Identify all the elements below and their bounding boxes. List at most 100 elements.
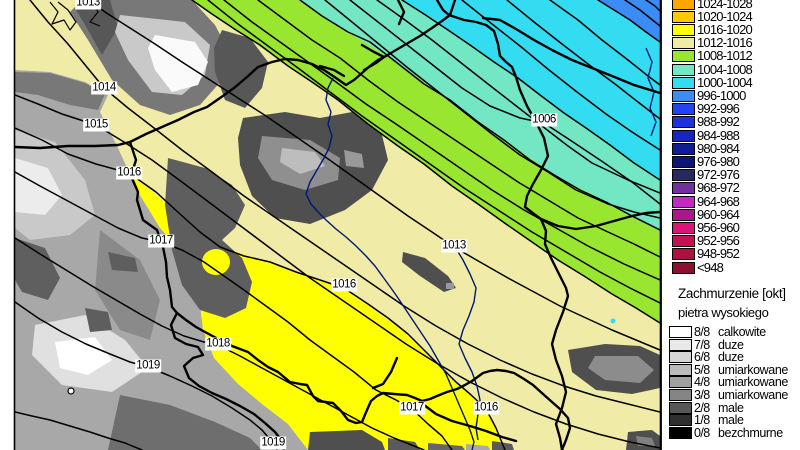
pressure-legend-row: 964-968: [672, 193, 740, 209]
pressure-color-swatch: [672, 142, 695, 155]
pressure-range-label: 948-952: [697, 246, 740, 262]
pressure-legend-row: 988-992: [672, 114, 740, 130]
pressure-legend-row: 1020-1024: [672, 8, 753, 24]
pressure-color-swatch: [672, 129, 695, 142]
pressure-range-label: 968-972: [697, 180, 740, 196]
pressure-range-label: 992-996: [697, 101, 740, 117]
pressure-legend-row: 992-996: [672, 101, 740, 117]
cloud-amount-label: male: [718, 413, 744, 428]
pressure-range-label: 988-992: [697, 114, 740, 130]
pressure-range-label: 972-976: [697, 167, 740, 183]
isobar-label: 1019: [135, 359, 161, 373]
coast-detail-lines: [49, 0, 101, 395]
isobar-label: 1016: [331, 278, 357, 292]
pressure-color-swatch: [672, 195, 695, 208]
cloud-legend-row: 6/8 duze: [669, 351, 744, 364]
cloud-legend-row: 5/8 umiarkowane: [669, 364, 788, 377]
isobar-label: 1016: [473, 401, 499, 415]
pressure-legend-row: 960-964: [672, 206, 740, 222]
cloud-fraction-label: 7/8: [694, 337, 710, 352]
pressure-cloud-map-canvas: [13, 0, 662, 450]
pressure-color-swatch: [672, 182, 695, 195]
pressure-legend-row: 1024-1028: [672, 0, 753, 10]
pressure-color-swatch: [672, 261, 695, 274]
band-996-1000: [598, 0, 660, 42]
pressure-color-swatch: [672, 0, 695, 10]
isobar-label: 1006: [531, 113, 557, 127]
pressure-range-label: <948: [697, 259, 724, 275]
isobar-label: 1015: [83, 118, 109, 132]
pressure-range-label: 1004-1008: [697, 61, 753, 77]
cloud-fraction-label: 2/8: [694, 400, 710, 415]
pressure-legend-row: 956-960: [672, 219, 740, 235]
pressure-range-label: 1000-1004: [697, 74, 753, 90]
pressure-legend-row: 1004-1008: [672, 61, 753, 77]
cloud-legend-row: 0/8 bezchmurne: [669, 426, 783, 439]
pressure-legend-row: 984-988: [672, 127, 740, 143]
pressure-color-swatch: [672, 23, 695, 36]
pressure-range-label: 984-988: [697, 127, 740, 143]
cloud-legend-row: 7/8 duze: [669, 339, 744, 352]
isobar-label: 1013: [441, 239, 467, 253]
pressure-range-label: 960-964: [697, 206, 740, 222]
pressure-color-swatch: [672, 103, 695, 116]
pressure-color-swatch: [672, 248, 695, 261]
pressure-legend-row: 952-956: [672, 233, 740, 249]
cloud-fraction-label: 3/8: [694, 388, 710, 403]
pressure-color-swatch: [672, 235, 695, 248]
cloud-fraction-label: 5/8: [694, 362, 710, 377]
isobar-label: 1016: [116, 166, 142, 180]
pressure-color-swatch: [672, 221, 695, 234]
synoptic-map: 1013 1014 1015 1016 1017 1018 1019 1019 1017 1016…: [13, 0, 662, 450]
cloud-color-swatch: [669, 351, 692, 364]
cloud-legend-subtitle: pietra wysokiego: [678, 305, 769, 320]
isobar-label: 1013: [75, 0, 101, 10]
isobar-label: 1018: [205, 337, 231, 351]
cloud-fraction-label: 6/8: [694, 350, 710, 365]
pressure-range-label: 1008-1012: [697, 48, 753, 64]
pressure-color-swatch: [672, 50, 695, 63]
cloud-color-swatch: [669, 338, 692, 351]
cloud-color-swatch: [669, 363, 692, 376]
legend-panel: 1024-1028 1020-1024 1016-1020 1012-1016 1008…: [662, 0, 800, 450]
cloud-amount-label: male: [718, 400, 744, 415]
cloud-legend-title: Zachmurzenie [okt]: [678, 286, 786, 301]
pressure-color-swatch: [672, 89, 695, 102]
cloud-amount-label: umiarkowane: [718, 388, 788, 403]
pressure-legend-row: 972-976: [672, 167, 740, 183]
cloud-color-swatch: [669, 401, 692, 414]
pressure-range-label: 980-984: [697, 140, 740, 156]
cloud-fraction-label: 0/8: [694, 425, 710, 440]
cloud-fraction-label: 1/8: [694, 413, 710, 428]
pressure-color-swatch: [672, 208, 695, 221]
pressure-legend-row: <948: [672, 259, 724, 275]
cloud-amount-label: duze: [718, 350, 744, 365]
cloud-amount-label: umiarkowane: [718, 362, 788, 377]
pressure-range-label: 1020-1024: [697, 8, 753, 24]
cloud-legend-row: 2/8 male: [669, 401, 744, 414]
pressure-color-swatch: [672, 169, 695, 182]
pressure-legend-row: 1000-1004: [672, 74, 753, 90]
pressure-legend-row: 1012-1016: [672, 36, 753, 50]
pressure-range-label: 964-968: [697, 193, 740, 209]
pressure-range-label: 976-980: [697, 153, 740, 169]
cloud-fraction-label: 4/8: [694, 375, 710, 390]
cloud-legend-row: 3/8 umiarkowane: [669, 389, 788, 402]
pressure-legend-row: 980-984: [672, 140, 740, 156]
cloud-amount-label: duze: [718, 337, 744, 352]
pressure-range-label: 996-1000: [697, 87, 746, 103]
pressure-range-label: 956-960: [697, 219, 740, 235]
cloud-color-swatch: [669, 376, 692, 389]
isobar-lines: [15, 0, 660, 450]
pressure-legend-row: 996-1000: [672, 89, 746, 102]
pressure-range-label: 1016-1020: [697, 21, 753, 37]
pressure-range-label: 952-956: [697, 233, 740, 249]
cloud-color-swatch: [669, 389, 692, 402]
isobar-label: 1014: [91, 81, 117, 95]
cloud-fraction-label: 8/8: [694, 325, 710, 340]
pressure-color-swatch: [672, 76, 695, 89]
pressure-color-swatch: [672, 37, 695, 50]
pressure-legend-row: 968-972: [672, 180, 740, 196]
cloud-legend-row: 4/8 umiarkowane: [669, 376, 788, 389]
